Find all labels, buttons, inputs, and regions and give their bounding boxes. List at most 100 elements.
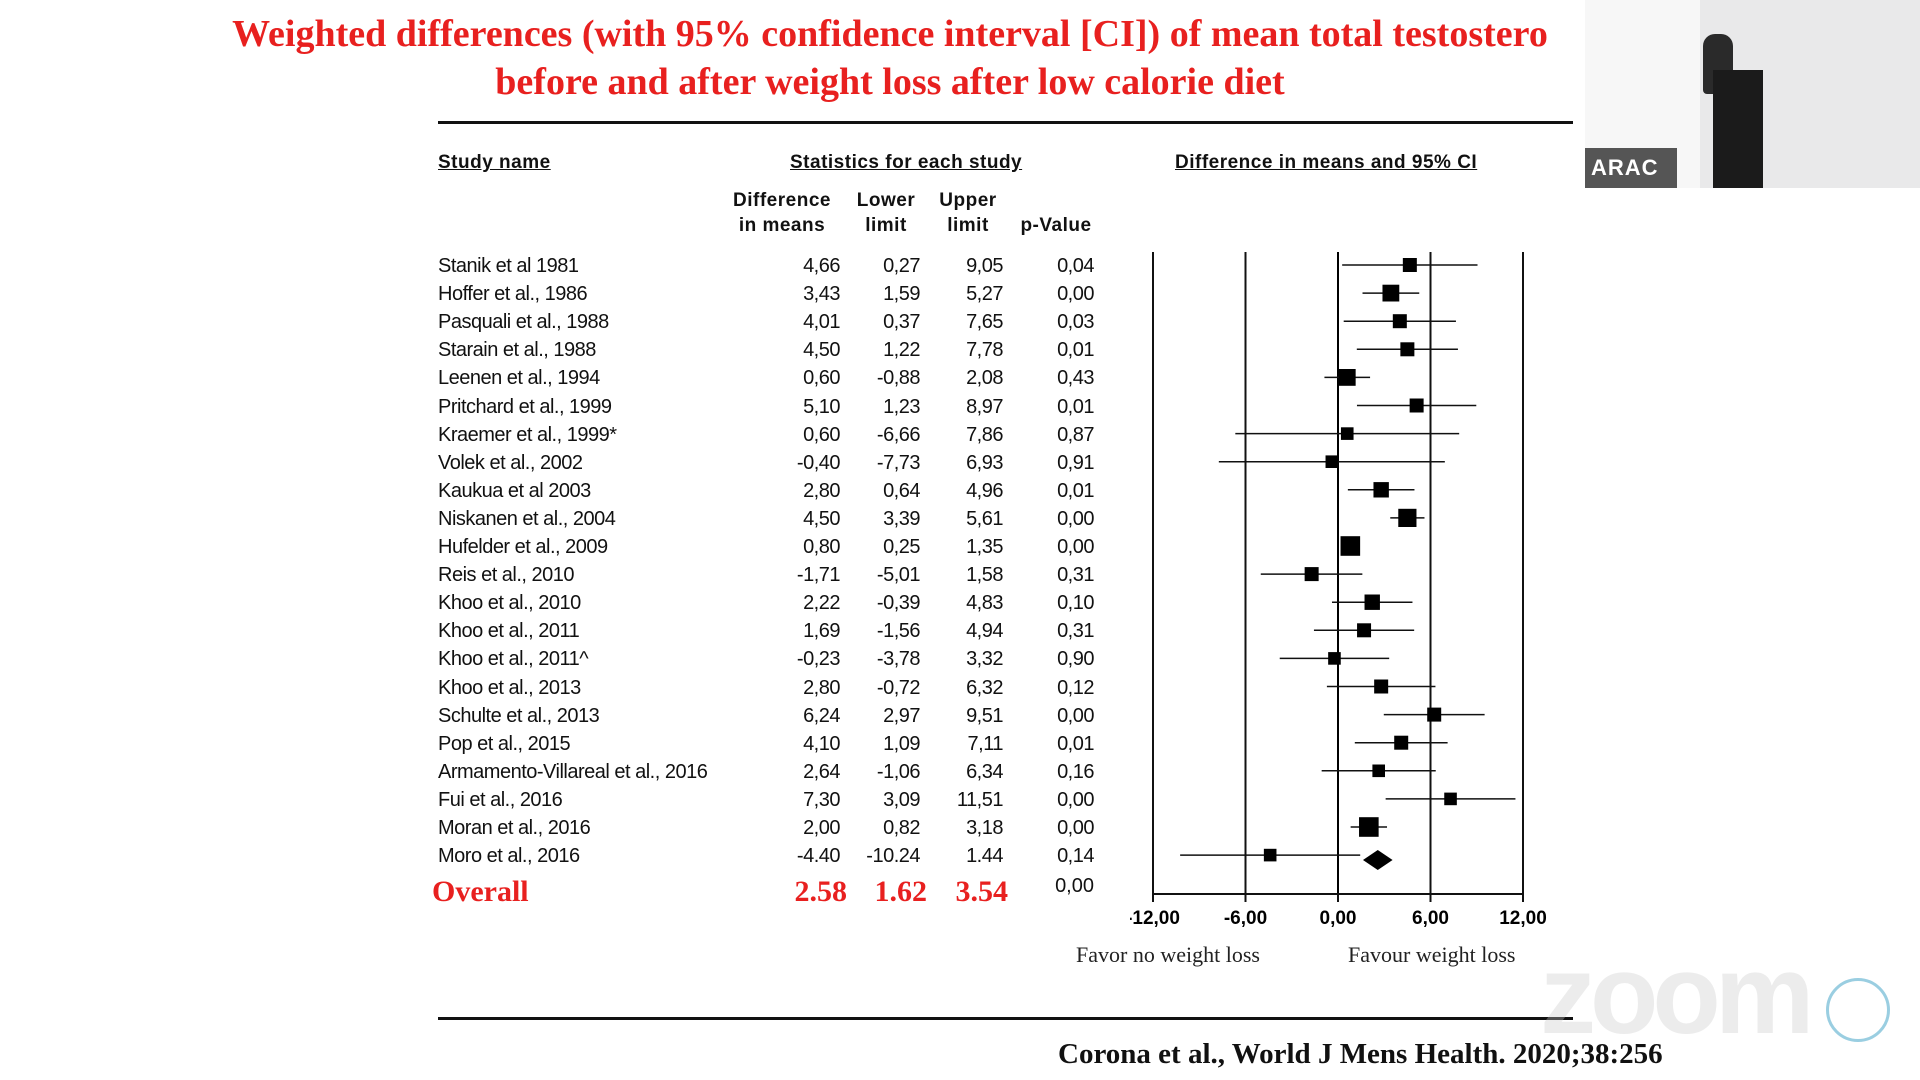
diff-value: 2,80 (803, 676, 840, 699)
lower-limit-value: -5,01 (876, 564, 921, 587)
study-name: Pritchard et al., 1999 (438, 395, 612, 418)
p-value: 0,01 (1057, 732, 1094, 755)
study-marker (1340, 427, 1354, 440)
diff-value: 4,10 (803, 732, 840, 755)
diff-value: 6,24 (803, 704, 840, 727)
upper-limit-value: 7,86 (966, 423, 1003, 446)
upper-limit-value: 11,51 (956, 788, 1004, 811)
study-marker (1372, 764, 1385, 778)
lower-limit-value: 1,59 (883, 283, 920, 306)
diff-value: 0,80 (803, 536, 840, 558)
diff-value: -4.40 (796, 845, 841, 868)
study-marker (1325, 455, 1339, 468)
table-row: Fui et al., 2016 7,30 3,09 11,51 0,00 (0, 786, 1920, 814)
p-value: 0,31 (1057, 564, 1094, 587)
upper-limit-value: 5,27 (966, 283, 1003, 306)
ssmi-logo-icon (1826, 978, 1890, 1042)
study-marker (1398, 508, 1417, 527)
bottom-divider (438, 1017, 1573, 1020)
study-marker (1328, 652, 1341, 665)
study-marker (1382, 284, 1400, 302)
overall-label: Overall (432, 875, 529, 908)
favor-no-weight-loss-label: Favor no weight loss (1076, 942, 1260, 967)
table-row: Khoo et al., 2011 1,69 -1,56 4,94 0,31 (0, 617, 1920, 645)
upper-limit-value: 7,65 (966, 311, 1003, 334)
lower-limit-value: -6,66 (876, 423, 921, 446)
lower-limit-value: 0,82 (883, 817, 920, 839)
p-value: 0,31 (1057, 620, 1094, 643)
lower-limit-value: -3,78 (876, 648, 921, 671)
p-value: 0,43 (1057, 367, 1094, 390)
study-marker (1402, 258, 1417, 272)
diff-value: 4,50 (803, 507, 840, 530)
p-value: 0,90 (1057, 648, 1094, 671)
study-name: Pasquali et al., 1988 (438, 311, 609, 334)
upper-limit-value: 8,97 (966, 395, 1003, 418)
study-marker (1263, 848, 1277, 862)
table-row: Hoffer et al., 1986 3,43 1,59 5,27 0,00 (0, 280, 1920, 308)
table-row: Khoo et al., 2010 2,22 -0,39 4,83 0,10 (0, 589, 1920, 617)
p-value: 0,87 (1057, 423, 1094, 446)
slide-title-line1: Weighted differences (with 95% confidenc… (232, 13, 1548, 55)
table-row: Niskanen et al., 2004 4,50 3,39 5,61 0,00 (0, 505, 1920, 533)
table-row: Khoo et al., 2013 2,80 -0,72 6,32 0,12 (0, 674, 1920, 702)
study-name: Kraemer et al., 1999* (438, 423, 617, 446)
p-value: 0,14 (1057, 845, 1094, 868)
table-row: Pop et al., 2015 4,10 1,09 7,11 0,01 (0, 730, 1920, 758)
study-marker (1444, 792, 1457, 806)
p-value: 0,00 (1057, 817, 1094, 839)
diff-value: 0,60 (803, 367, 840, 390)
table-row: Moran et al., 2016 2,00 0,82 3,18 0,00 (0, 814, 1920, 842)
pvalue-col-header: p-Value (1020, 215, 1092, 236)
lower-col-header: Lower limit (856, 190, 916, 236)
x-tick-label: -12,00 (1130, 908, 1180, 929)
table-row: Schulte et al., 2013 6,24 2,97 9,51 0,00 (0, 702, 1920, 730)
study-name: Khoo et al., 2013 (438, 676, 581, 699)
p-value: 0,03 (1057, 311, 1094, 334)
lower-limit-value: -10.24 (866, 845, 920, 868)
overall-lower: 1.62 (874, 875, 928, 908)
study-name: Pop et al., 2015 (438, 732, 571, 755)
upper-col-header: Upper limit (939, 190, 997, 236)
overall-diamond (1362, 850, 1393, 870)
study-marker (1357, 623, 1372, 638)
diff-value: 3,43 (803, 283, 840, 306)
study-name: Fui et al., 2016 (438, 788, 563, 811)
table-row: Reis et al., 2010 -1,71 -5,01 1,58 0,31 (0, 561, 1920, 589)
upper-limit-value: 5,61 (966, 507, 1003, 530)
study-name: Khoo et al., 2011^ (438, 648, 589, 671)
study-name: Volek et al., 2002 (438, 451, 583, 474)
p-value: 0,00 (1057, 704, 1094, 727)
lower-limit-value: 1,22 (883, 339, 920, 362)
study-marker (1373, 482, 1389, 498)
study-name: Hoffer et al., 1986 (438, 283, 588, 306)
p-value: 0,16 (1057, 760, 1094, 783)
speaker-video-thumbnail[interactable]: ARAC (1585, 0, 1920, 188)
upper-limit-value: 9,05 (966, 255, 1003, 277)
study-marker (1338, 369, 1356, 386)
study-marker (1304, 567, 1319, 582)
study-marker (1340, 536, 1361, 556)
study-name-header: Study name (438, 152, 551, 173)
diff-value: 2,00 (803, 817, 840, 839)
table-row: Stanik et al 1981 4,66 0,27 9,05 0,04 (0, 252, 1920, 280)
lower-limit-value: 0,64 (883, 479, 920, 502)
table-row: Kraemer et al., 1999* 0,60 -6,66 7,86 0,87 (0, 421, 1920, 449)
overall-diff: 2.58 (794, 875, 848, 908)
overall-row: Overall 2.58 1.62 3.54 0,00 (0, 872, 1920, 912)
diff-value: -1,71 (796, 564, 841, 587)
upper-limit-value: 4,94 (966, 620, 1003, 643)
diff-value: 2,64 (803, 760, 840, 783)
study-marker (1364, 594, 1380, 610)
study-name: Khoo et al., 2011 (438, 620, 580, 643)
participant-name-label: ARAC (1585, 148, 1677, 188)
diff-value: 5,10 (803, 395, 840, 418)
x-tick-label: 0,00 (1320, 908, 1357, 929)
p-value: 0,01 (1057, 479, 1094, 502)
upper-limit-value: 6,32 (966, 676, 1003, 699)
study-name: Reis et al., 2010 (438, 564, 575, 587)
forest-plot: -12,00 -6,00 0,00 6,00 12,00 (1130, 252, 1547, 929)
overall-upper: 3.54 (955, 875, 1009, 908)
upper-limit-value: 7,11 (967, 732, 1004, 755)
table-row: Pritchard et al., 1999 5,10 1,23 8,97 0,01 (0, 393, 1920, 421)
